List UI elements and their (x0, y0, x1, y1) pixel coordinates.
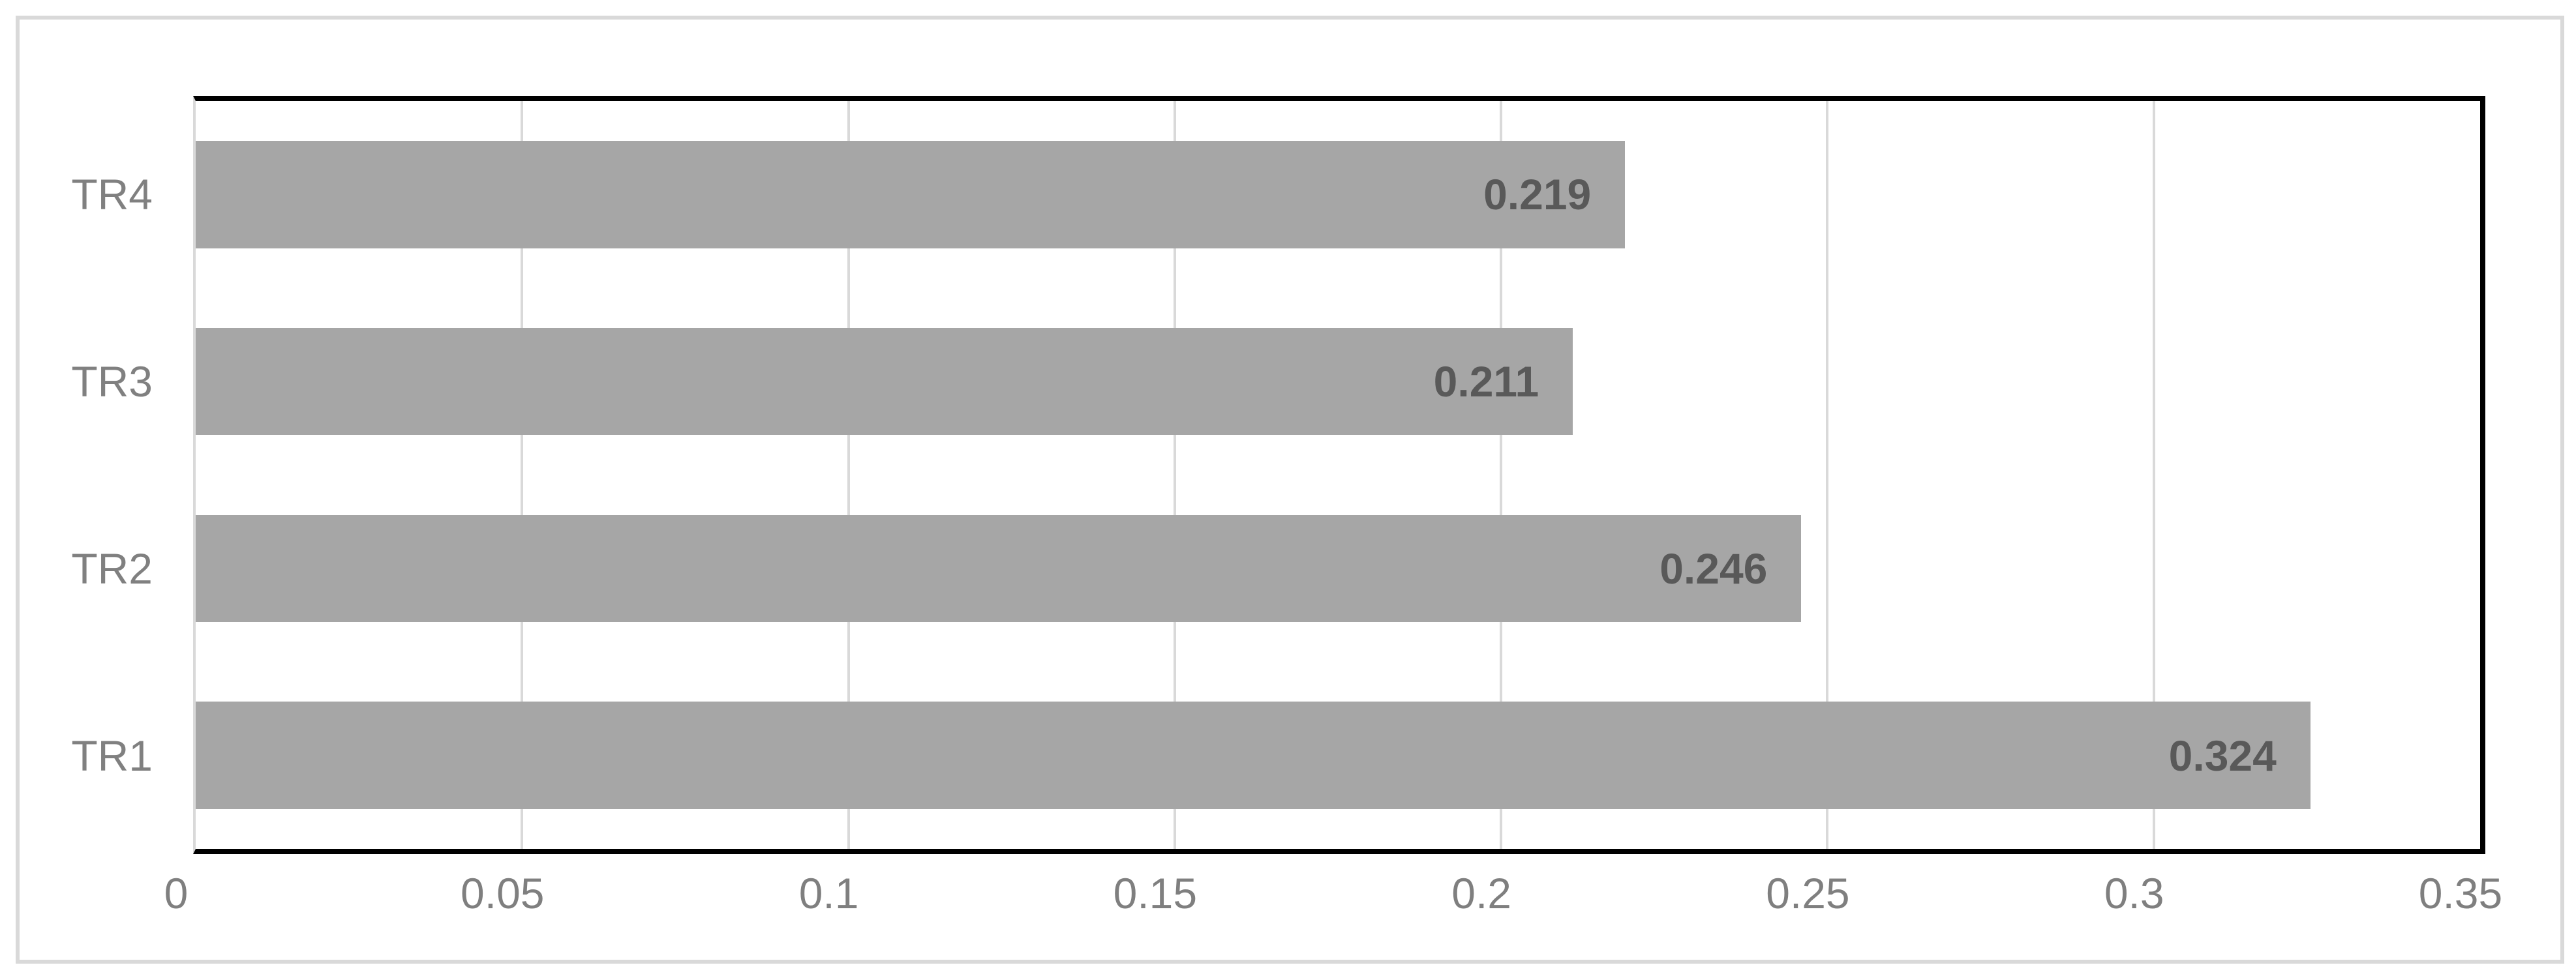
bar-value-label: 0.246 (1659, 544, 1768, 593)
bar-row: TR4 0.219 (71, 101, 2480, 288)
x-tick-label: 0.3 (2104, 869, 2164, 917)
gridline (521, 101, 524, 849)
x-tick-label: 0 (164, 869, 189, 917)
x-tick-label: 0.35 (2418, 869, 2503, 917)
x-axis-tick-row: 0 0.05 0.1 0.15 0.2 0.25 0.3 0.35 (164, 848, 2503, 939)
gridline (1500, 101, 1503, 849)
bar-row: TR1 0.324 (71, 662, 2480, 849)
category-label: TR4 (71, 170, 153, 219)
gridline (847, 101, 850, 849)
bar: 0.246 (196, 514, 1802, 623)
bar-row: TR3 0.211 (71, 288, 2480, 475)
x-tick-label: 0.1 (798, 869, 859, 917)
bar-value-label: 0.219 (1483, 170, 1592, 219)
gridline (1826, 101, 1829, 849)
x-tick-label: 0.25 (1766, 869, 1850, 917)
chart-frame: TR4 0.219 TR3 0.211 TR2 0.246 TR1 0.324 0 0.05 0.… (16, 16, 2564, 964)
x-tick-label: 0.15 (1113, 869, 1198, 917)
bar-value-label: 0.211 (1433, 357, 1539, 406)
bar: 0.324 (196, 702, 2311, 809)
bar-value-label: 0.324 (2168, 731, 2277, 780)
category-label: TR3 (71, 357, 153, 406)
bar: 0.211 (196, 327, 1573, 436)
category-label: TR1 (71, 731, 153, 780)
bar: 0.219 (196, 141, 1626, 248)
x-tick-label: 0.05 (461, 869, 545, 917)
category-label: TR2 (71, 544, 153, 593)
bar-row: TR2 0.246 (71, 475, 2480, 662)
gridline (1173, 101, 1176, 849)
gridline (2152, 101, 2155, 849)
plot-area: TR4 0.219 TR3 0.211 TR2 0.246 TR1 0.324 (71, 96, 2485, 854)
x-tick-label: 0.2 (1451, 869, 1512, 917)
